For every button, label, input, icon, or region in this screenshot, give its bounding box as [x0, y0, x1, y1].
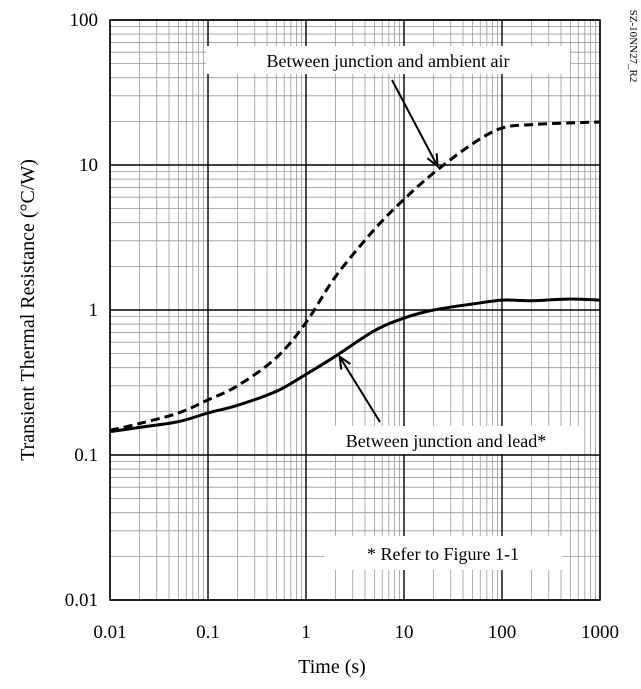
x-axis-label: Time (s) — [298, 656, 366, 678]
series-layer — [110, 122, 600, 432]
y-tick-label: 0.01 — [65, 590, 98, 611]
lead-arrow-shaft — [340, 357, 380, 422]
y-tick-label: 100 — [70, 10, 99, 31]
x-tick-label: 100 — [488, 622, 517, 643]
y-tick-label: 1 — [89, 300, 99, 321]
ambient-arrow-shaft — [392, 80, 438, 166]
y-tick-label: 10 — [79, 155, 98, 176]
x-tick-label: 1000 — [581, 622, 619, 643]
refer-note: * Refer to Figure 1-1 — [367, 544, 519, 564]
junction-ambient-curve — [110, 122, 600, 430]
y-axis-label: Transient Thermal Resistance (°C/W) — [17, 159, 39, 461]
x-tick-label: 10 — [395, 622, 414, 643]
x-tick-label: 0.01 — [93, 622, 126, 643]
y-tick-label: 0.1 — [74, 445, 98, 466]
x-tick-label: 0.1 — [196, 622, 220, 643]
ambient-annotation: Between junction and ambient air — [267, 51, 510, 71]
x-tick-label: 1 — [301, 622, 311, 643]
lead-annotation: Between junction and lead* — [346, 431, 546, 451]
figure-code: SZ-10NN27_R2 — [627, 10, 639, 83]
